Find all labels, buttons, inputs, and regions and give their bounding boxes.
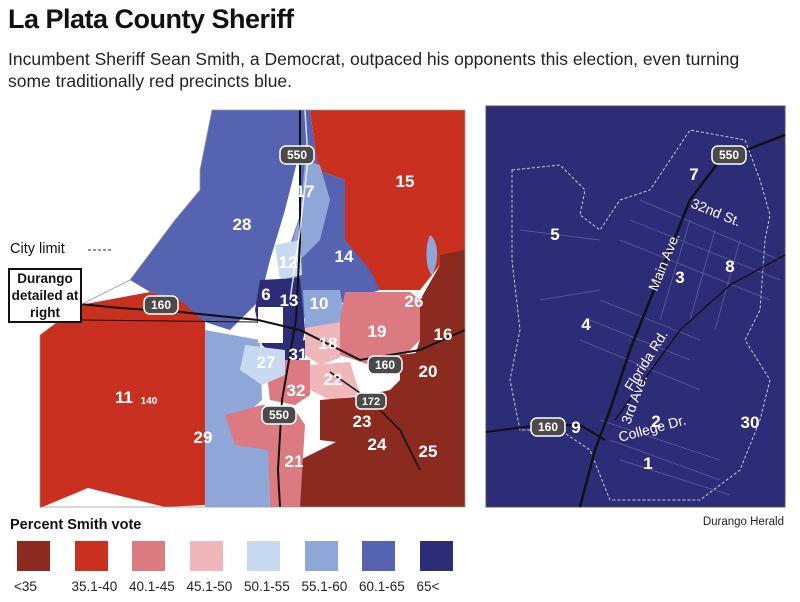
legend-title: Percent Smith vote (10, 517, 142, 533)
legend-label: 50.1-55 (244, 579, 290, 594)
durango-precinct-label: 30 (741, 413, 760, 432)
highway-shield-label: 160 (538, 420, 558, 434)
durango-detail-box: Durango detailed at right (8, 268, 82, 323)
legend-label: 65< (416, 579, 440, 594)
county-precinct-label: 21 (285, 452, 304, 471)
county-precinct-label: 10 (310, 294, 329, 313)
county-precinct-label: 28 (233, 215, 252, 234)
legend-swatch (74, 541, 108, 571)
legend-label: 55.1-60 (301, 579, 348, 594)
highway-550-line (276, 110, 301, 508)
county-precinct-label: 26 (405, 292, 424, 311)
county-precinct-label: 22 (324, 370, 343, 389)
county-precinct-label: 24 (368, 435, 387, 454)
highway-172-line (329, 371, 421, 471)
legend-swatch (419, 541, 453, 571)
precinct-19-area (340, 292, 420, 365)
durango-precinct-label: 1 (643, 454, 652, 473)
county-map (39, 109, 466, 508)
durango-highway-shields: 550 160 (530, 145, 747, 437)
precinct-21-area (225, 405, 305, 507)
county-precinct-label: 23 (353, 412, 372, 431)
precinct-12-area (275, 240, 302, 280)
highway-shield-label: 160 (151, 298, 171, 312)
lake-shape (426, 235, 438, 275)
county-precinct-label: 17 (296, 182, 315, 201)
legend-label: 35.1-40 (71, 579, 118, 594)
highway-shield-label: 550 (719, 148, 739, 162)
durango-map (485, 105, 786, 508)
credit-text: Durango Herald (702, 516, 784, 528)
durango-map-background (485, 105, 786, 508)
legend-swatch (189, 541, 223, 571)
county-precinct-labels: 28 15 17 12 14 6 13 10 26 19 16 18 27 31… (115, 172, 452, 471)
highway-shield: 550 (261, 405, 297, 425)
durango-city-limit (509, 129, 771, 501)
legend-label: 60.1-65 (359, 579, 405, 594)
durango-precinct-label: 5 (550, 225, 559, 244)
highway-shield-label: 550 (287, 148, 307, 162)
legend-swatch (362, 541, 395, 571)
legend-label: <35 (14, 579, 37, 594)
legend-swatch (132, 541, 165, 571)
page-subtitle: Incumbent Sheriff Sean Smith, a Democrat… (8, 49, 740, 91)
highway-shield-label: 160 (375, 358, 395, 372)
county-precinct-label: 12 (279, 253, 298, 272)
county-precinct-label: 11 (115, 388, 133, 407)
county-precinct-label: 13 (280, 291, 299, 310)
legend-label: 45.1-50 (186, 579, 233, 594)
county-precinct-label: 27 (257, 353, 276, 372)
highway-shield: 160 (367, 355, 403, 375)
highway-shield: 550 (279, 145, 315, 165)
precinct-18-area (305, 322, 340, 365)
highway-shield-label: 172 (362, 396, 380, 408)
durango-precinct-label: 9 (571, 418, 580, 437)
county-highway-shields: 550 160 160 172 550 (143, 145, 403, 425)
county-small-label: 140 (141, 396, 158, 407)
durango-florida-rd (614, 254, 786, 421)
county-precinct-label: 15 (396, 172, 415, 191)
legend-label: 40.1-45 (129, 579, 175, 594)
precinct-10-area (303, 290, 345, 330)
precinct-28-area (130, 110, 300, 330)
highway-shield: 172 (355, 392, 387, 410)
durango-leader-line (81, 319, 259, 323)
highway-shield: 160 (143, 295, 179, 315)
legend-swatch (17, 541, 50, 571)
county-precinct-label: 19 (368, 322, 387, 341)
durango-precinct-label: 3 (675, 268, 684, 287)
precinct-11-area (40, 292, 205, 508)
highway-160-line (39, 299, 466, 362)
city-limit-label: City limit (10, 241, 65, 257)
page-title: La Plata County Sheriff (8, 4, 294, 34)
legend-swatch (304, 541, 338, 571)
precinct-27-area (240, 345, 285, 385)
legend-swatch (247, 541, 280, 571)
highway-shield: 160 (530, 417, 566, 437)
county-precinct-label: 25 (419, 442, 438, 461)
durango-street-grid (519, 199, 781, 496)
highway-shield: 550 (711, 145, 747, 165)
precinct-22-area (310, 362, 360, 400)
county-precinct-label: 29 (194, 428, 213, 447)
precinct-20-area (400, 350, 440, 390)
precinct-16-area (300, 250, 465, 507)
county-precinct-label: 31 (289, 345, 308, 364)
durango-precinct-label: 7 (689, 165, 698, 184)
durango-precinct-label: 4 (581, 315, 591, 334)
county-precinct-label: 32 (287, 381, 306, 400)
county-precinct-label: 20 (419, 362, 438, 381)
durango-precinct-label: 2 (651, 412, 660, 431)
river-line (289, 109, 309, 301)
durango-detail-text: Durango detailed at right (11, 271, 79, 320)
county-precinct-label: 16 (434, 325, 453, 344)
county-precinct-label: 18 (319, 334, 338, 353)
county-precinct-label: 6 (261, 285, 270, 304)
highway-shield-label: 550 (269, 408, 289, 422)
county-precinct-label: 14 (335, 247, 354, 266)
durango-precinct-labels: 7 5 3 8 4 9 2 30 1 (550, 165, 759, 473)
durango-precinct-label: 8 (725, 257, 734, 276)
